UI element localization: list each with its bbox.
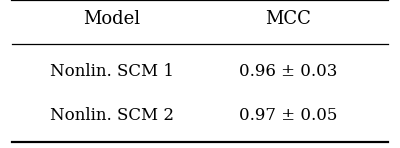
Text: Nonlin. SCM 1: Nonlin. SCM 1 <box>50 63 174 79</box>
Text: 0.96 ± 0.03: 0.96 ± 0.03 <box>239 63 337 79</box>
Text: Model: Model <box>84 10 140 28</box>
Text: 0.97 ± 0.05: 0.97 ± 0.05 <box>239 107 337 124</box>
Text: MCC: MCC <box>265 10 311 28</box>
Text: Nonlin. SCM 2: Nonlin. SCM 2 <box>50 107 174 124</box>
